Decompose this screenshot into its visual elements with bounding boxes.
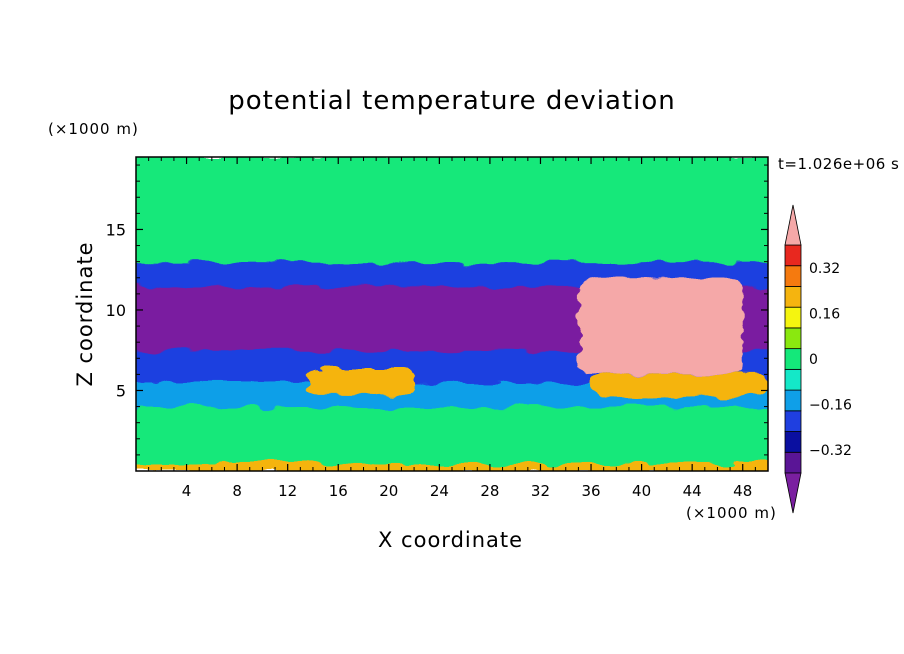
colorbar-segment: [784, 265, 802, 287]
colorbar-segment: [784, 327, 802, 350]
colorbar-segment: [784, 410, 802, 432]
colorbar-tick-label: −0.16: [809, 398, 852, 414]
y-axis-unit: (×1000 m): [48, 120, 139, 138]
x-tick-label: 12: [278, 482, 297, 500]
x-tick-label: 32: [531, 482, 550, 500]
x-tick-label: 24: [430, 482, 449, 500]
colorbar-segment: [784, 451, 802, 474]
chart-title: potential temperature deviation: [228, 86, 676, 116]
x-tick-label: 16: [329, 482, 348, 500]
colorbar-segment: [784, 286, 802, 308]
x-tick-label: 8: [232, 482, 242, 500]
field-layer-0: [136, 461, 768, 471]
colorbar-segment: [784, 244, 802, 267]
colorbar-tick-label: 0.32: [809, 261, 840, 277]
colorbar-segment: [784, 368, 802, 391]
time-label: t=1.026e+06 s: [778, 155, 900, 173]
field-feature-2: [578, 277, 743, 375]
field-feature-1: [591, 374, 768, 397]
colorbar-upper-extend: [784, 204, 802, 246]
x-tick-label: 44: [683, 482, 702, 500]
contour-field: [136, 157, 768, 471]
y-tick-label: 10: [106, 301, 126, 320]
x-tick-label: 48: [733, 482, 752, 500]
x-tick-label: 4: [182, 482, 192, 500]
field-layer-6: [136, 157, 768, 263]
field-layer-1: [136, 405, 768, 464]
colorbar-tick-label: 0: [809, 352, 818, 368]
x-tick-label: 36: [581, 482, 600, 500]
colorbar-segment: [784, 348, 802, 370]
colorbar-tick-label: −0.32: [809, 443, 852, 459]
y-tick-label: 15: [106, 220, 126, 239]
x-axis-label: X coordinate: [378, 528, 524, 552]
field-feature-0: [306, 367, 415, 397]
colorbar-segment: [784, 306, 802, 329]
x-tick-label: 40: [632, 482, 651, 500]
x-tick-label: 28: [480, 482, 499, 500]
colorbar-segment: [784, 389, 802, 412]
colorbar-tick-label: 0.16: [809, 306, 840, 322]
x-axis-unit: (×1000 m): [686, 504, 777, 522]
y-tick-label: 5: [116, 381, 126, 400]
colorbar-segment: [784, 431, 802, 453]
colorbar-lower-extend: [784, 472, 802, 514]
x-tick-label: 20: [379, 482, 398, 500]
x-axis: 4 8 12 16 20 24 28 32 36 40 44 48: [148, 157, 756, 500]
y-axis: 5 10 15: [106, 164, 768, 456]
colorbar: 0.32 0.16 0 −0.16 −0.32: [784, 204, 852, 514]
